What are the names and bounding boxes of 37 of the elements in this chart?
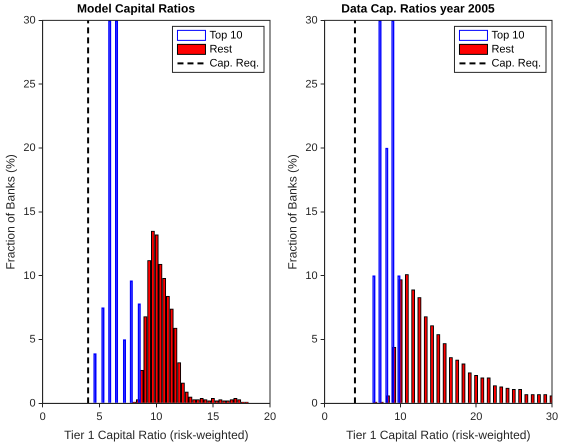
- y-tick-label: 5: [30, 334, 36, 346]
- y-tick-label: 0: [312, 397, 318, 410]
- x-tick-label: 20: [470, 411, 482, 424]
- y-tick-label: 15: [305, 206, 318, 218]
- y-tick-label: 20: [305, 142, 318, 154]
- x-tick-label: 20: [264, 411, 276, 424]
- y-tick-label: 30: [23, 14, 36, 26]
- y-tick-label: 5: [312, 334, 318, 346]
- y-tick-label: 20: [23, 142, 36, 154]
- y-axis-title: Fraction of Banks (%): [286, 154, 300, 270]
- y-axis-title: Fraction of Banks (%): [4, 154, 18, 270]
- y-tick-label: 25: [305, 78, 318, 90]
- y-tick-label: 15: [23, 206, 36, 218]
- legend-label: Top 10: [209, 29, 243, 42]
- x-tick-label: 30: [546, 411, 558, 424]
- legend-label: Cap. Req.: [491, 57, 542, 70]
- bar: [122, 339, 126, 403]
- x-tick-label: 0: [322, 411, 328, 424]
- y-tick-label: 10: [305, 270, 318, 282]
- chart-title: Data Cap. Ratios year 2005: [341, 2, 496, 16]
- x-tick-label: 15: [207, 411, 220, 424]
- y-tick-label: 10: [23, 270, 36, 282]
- legend-label: Top 10: [491, 29, 525, 42]
- y-tick-label: 0: [30, 397, 36, 410]
- legend-label: Rest: [491, 43, 514, 56]
- x-axis-title: Tier 1 Capital Ratio (risk-weighted): [64, 428, 248, 442]
- bar: [93, 353, 97, 403]
- y-tick-label: 30: [305, 14, 318, 26]
- x-tick-label: 10: [150, 411, 162, 424]
- legend-label: Cap. Req.: [209, 57, 260, 70]
- y-tick-label: 25: [23, 78, 36, 90]
- x-tick-label: 5: [96, 411, 103, 424]
- legend-label: Rest: [209, 43, 232, 56]
- x-tick-label: 0: [40, 411, 46, 424]
- chart-title: Model Capital Ratios: [76, 2, 196, 16]
- x-axis-title: Tier 1 Capital Ratio (risk-weighted): [346, 428, 530, 442]
- x-tick-label: 10: [394, 411, 407, 424]
